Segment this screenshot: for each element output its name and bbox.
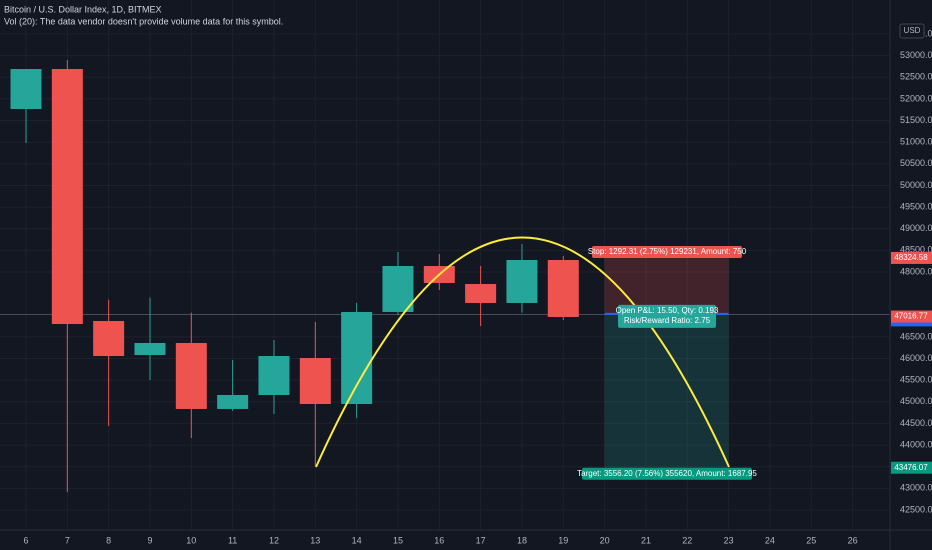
x-tick-label: 8 [106, 535, 111, 545]
target-label-bg [582, 467, 752, 480]
y-tick-label: 51500.00 [900, 115, 932, 125]
y-tick-label: 53000.00 [900, 50, 932, 60]
position-labels: Stop: 1292.31 (2.75%) 129231, Amount: 75… [577, 245, 757, 480]
y-tick-label: 50000.00 [900, 180, 932, 190]
pnl-label: Open P&L: 15.50, Qty: 0.193 [616, 306, 719, 315]
x-tick-label: 10 [186, 535, 196, 545]
x-tick-label: 15 [393, 535, 403, 545]
price-tag-bg [891, 461, 932, 474]
y-tick-label: 49000.00 [900, 223, 932, 233]
price-tag-bg [891, 310, 932, 323]
y-tick-label: 43000.00 [900, 483, 932, 493]
candle-body [134, 342, 166, 356]
x-tick-label: 24 [765, 535, 775, 545]
candle-body [10, 69, 42, 109]
candle-body [547, 260, 579, 317]
pnl-bg [618, 304, 716, 328]
x-tick-label: 21 [641, 535, 651, 545]
symbol-title: Bitcoin / U.S. Dollar Index, 1D, BITMEX [4, 4, 162, 14]
candle-body [341, 311, 373, 405]
y-tick-label: 52500.00 [900, 72, 932, 82]
stop-label-bg [592, 245, 742, 258]
parabola-drawing [315, 236, 730, 468]
x-tick-label: 18 [517, 535, 527, 545]
x-tick-label: 22 [682, 535, 692, 545]
y-tick-label: 48000.00 [900, 266, 932, 276]
ratio-label: Risk/Reward Ratio: 2.75 [624, 316, 711, 325]
y-tick-label: 42500.00 [900, 504, 932, 514]
x-tick-label: 23 [724, 535, 734, 545]
y-tick-label: 48500.00 [900, 245, 932, 255]
x-tick-label: 11 [228, 535, 237, 545]
currency: USD [904, 26, 921, 35]
x-tick-label: 12 [269, 535, 279, 545]
x-tick-label: 14 [352, 535, 362, 545]
y-tick-label: 46000.00 [900, 353, 932, 363]
target-zone [604, 313, 729, 468]
y-tick-label: 51000.00 [900, 137, 932, 147]
candle-body [465, 284, 497, 303]
position-tool [604, 257, 729, 468]
x-tick-label: 13 [310, 535, 320, 545]
price-tag: 47016.77 [894, 312, 928, 321]
x-tick-label: 9 [147, 535, 152, 545]
volume-note: Vol (20): The data vendor doesn't provid… [4, 16, 283, 26]
candle-body [299, 358, 331, 405]
stop-zone [604, 257, 729, 314]
x-tick-label: 20 [600, 535, 610, 545]
y-tick-label: 49500.00 [900, 201, 932, 211]
x-tick-label: 26 [848, 535, 858, 545]
grid [0, 0, 890, 530]
y-tick-label: 44500.00 [900, 418, 932, 428]
y-tick-label: 50500.00 [900, 158, 932, 168]
price-tag: 48324.58 [894, 253, 928, 262]
price-tag: 43476.07 [894, 463, 928, 472]
x-tick-label: 17 [476, 535, 486, 545]
candle-body [51, 69, 83, 324]
stop-label: Stop: 1292.31 (2.75%) 129231, Amount: 75… [588, 247, 747, 256]
price-axis: 42500.0043000.0043500.0044000.0044500.00… [23, 28, 932, 545]
x-tick-label: 19 [558, 535, 568, 545]
x-tick-label: 25 [806, 535, 816, 545]
candle-body [382, 266, 414, 312]
candles [10, 60, 579, 493]
candle-body [506, 260, 538, 303]
y-tick-label: 52000.00 [900, 93, 932, 103]
candle-body [175, 342, 207, 409]
candle-body [217, 395, 249, 409]
x-tick-label: 16 [434, 535, 444, 545]
y-tick-label: 45500.00 [900, 375, 932, 385]
price-tag-bg [891, 251, 932, 264]
x-tick-label: 6 [23, 535, 28, 545]
y-tick-label: 46500.00 [900, 331, 932, 341]
y-tick-label: 45000.00 [900, 396, 932, 406]
currency-box [899, 23, 925, 39]
target-label: Target: 3556.20 (7.56%) 355620, Amount: … [577, 469, 757, 478]
y-tick-label: 44000.00 [900, 439, 932, 449]
candle-body [258, 356, 290, 396]
candle-body [93, 321, 125, 357]
x-tick-label: 7 [65, 535, 70, 545]
